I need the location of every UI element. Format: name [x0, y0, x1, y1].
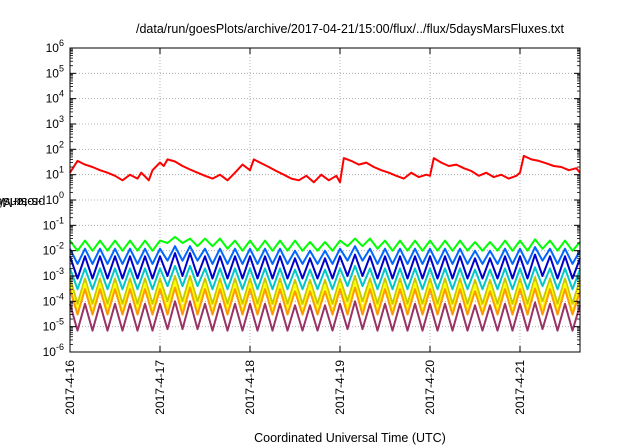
series-line-8: [69, 286, 581, 316]
y-tick-labels: 10-610-510-410-310-210-11001011021031041…: [43, 38, 64, 359]
x-axis-label: Coordinated Universal Time (UTC): [254, 431, 446, 445]
chart-title: /data/run/goesPlots/archive/2017-04-21/1…: [135, 22, 564, 36]
y-tick-label-base: 10: [46, 117, 60, 131]
y-tick-label-base: 10: [43, 320, 57, 334]
y-tick-label-exponent: 2: [59, 139, 64, 149]
series-line-7: [69, 280, 581, 313]
y-tick-label: 10-6: [43, 342, 64, 359]
x-tick-label: 2017-4-19: [333, 360, 347, 415]
series-line-3: [69, 245, 581, 265]
y-tick-label: 103: [46, 114, 64, 131]
x-tick-label: 2017-4-17: [153, 360, 167, 415]
y-tick-label-base: 10: [46, 168, 60, 182]
y-tick-label-base: 10: [46, 92, 60, 106]
y-tick-label-base: 10: [43, 218, 57, 232]
series-lines: [69, 154, 581, 332]
y-tick-label: 106: [46, 38, 64, 55]
y-tick-label-exponent: 3: [59, 114, 64, 124]
y-tick-label-base: 10: [46, 142, 60, 156]
x-tick-label: 2017-4-20: [423, 360, 437, 415]
y-tick-label-exponent: 1: [59, 165, 64, 175]
x-tick-label: 2017-4-18: [243, 360, 257, 415]
y-tick-label: 10-3: [43, 266, 64, 283]
x-tick-label: 2017-4-16: [63, 360, 77, 415]
y-tick-label-base: 10: [46, 66, 60, 80]
y-tick-label-exponent: -1: [56, 215, 64, 225]
y-tick-label-exponent: 0: [59, 190, 64, 200]
series-line-9: [69, 300, 581, 332]
y-tick-label: 102: [46, 139, 64, 156]
series-line-2: [69, 235, 581, 252]
series-line-5: [69, 264, 581, 291]
y-tick-label-base: 10: [43, 244, 57, 258]
series-line-1: [69, 154, 581, 184]
y-tick-label-exponent: 5: [59, 63, 64, 73]
x-tick-label: 2017-4-21: [513, 360, 527, 415]
y-tick-label-exponent: -2: [56, 241, 64, 251]
y-tick-label: 10-1: [43, 215, 64, 232]
y-tick-label: 10-2: [43, 241, 64, 258]
y-tick-label-exponent: 6: [59, 38, 64, 48]
y-tick-label-exponent: -4: [56, 291, 64, 301]
y-tick-label: 104: [46, 89, 64, 106]
axis-ticks: [69, 47, 580, 353]
y-tick-label-base: 10: [46, 193, 60, 207]
series-line-6: [69, 275, 581, 305]
y-tick-label-base: 10: [46, 41, 60, 55]
y-tick-label-exponent: -6: [56, 342, 64, 352]
y-tick-label: 10-5: [43, 317, 64, 334]
y-tick-label-base: 10: [43, 345, 57, 359]
y-tick-label-base: 10: [43, 294, 57, 308]
x-tick-labels: 2017-4-16 2017-4-17 2017-4-18 2017-4-19 2017…: [63, 360, 527, 415]
y-tick-label-exponent: -3: [56, 266, 64, 276]
y-tick-label-exponent: 4: [59, 89, 64, 99]
series-line-4: [69, 252, 581, 280]
y-tick-label: 105: [46, 63, 64, 80]
y-tick-label: 100: [46, 190, 64, 207]
y-tick-label-exponent: -5: [56, 317, 64, 327]
y-tick-label-base: 10: [43, 269, 57, 283]
y-tick-label: 101: [46, 165, 64, 182]
y-tick-label: 10-4: [43, 291, 64, 308]
